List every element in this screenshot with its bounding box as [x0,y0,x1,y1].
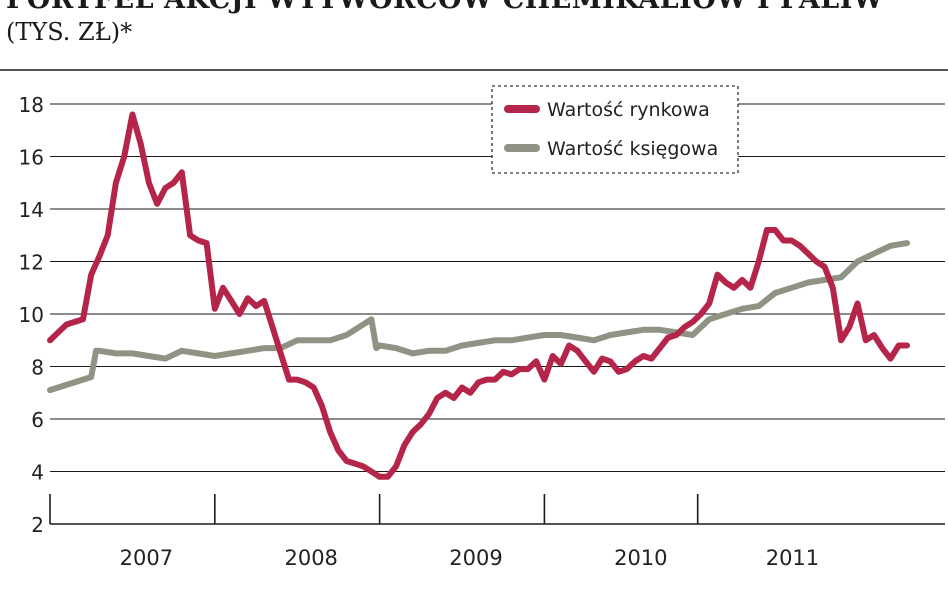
x-tick-label: 2008 [284,546,337,570]
x-axis [49,494,945,525]
y-tick-label: 12 [19,251,44,275]
series-line-market-value [47,111,910,480]
y-tick-label: 2 [31,513,44,537]
y-tick-label: 14 [19,198,44,222]
chart-subtitle: (TYS. ZŁ)* [6,18,133,46]
legend-box [491,85,739,174]
y-axis: 2 4 6 8 10 12 14 16 18 [19,93,44,537]
y-tick-label: 16 [19,146,44,170]
legend-label-book: Wartość księgowa [547,138,718,160]
y-tick-label: 6 [31,408,44,432]
x-tick-label: 2007 [120,546,173,570]
y-tick-label: 4 [31,461,44,485]
x-tick-labels: 2007 2008 2009 2010 2011 [120,546,819,570]
y-tick-label: 10 [19,303,44,327]
chart-title: PORTFEL AKCJI WYTWÓRCÓW CHEMIKALIÓW I PA… [6,0,884,15]
y-tick-label: 8 [31,356,44,380]
x-tick-label: 2011 [766,546,819,570]
x-tick-label: 2010 [614,546,667,570]
series-line-book-value [47,240,910,394]
series-lines [47,111,910,480]
legend-label-market: Wartość rynkowa [547,99,710,121]
y-tick-label: 18 [19,93,44,117]
legend: Wartość rynkowa Wartość księgowa [491,85,739,174]
x-tick-label: 2009 [449,546,502,570]
